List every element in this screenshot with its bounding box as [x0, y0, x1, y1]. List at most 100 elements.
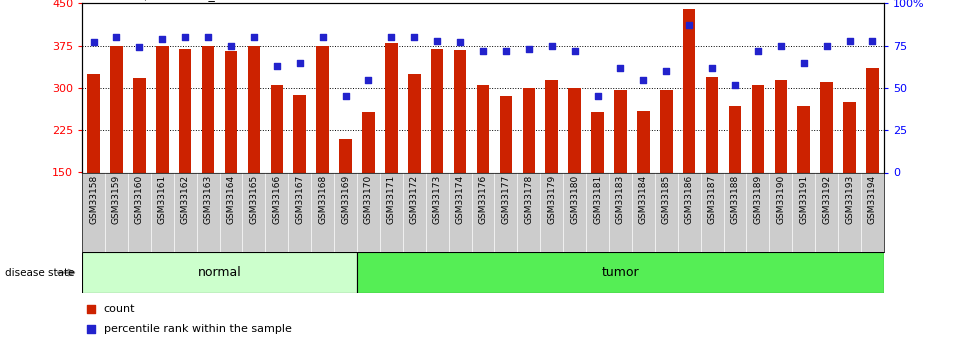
Bar [408, 74, 420, 172]
Text: count: count [104, 304, 135, 314]
Text: GSM33159: GSM33159 [112, 175, 121, 224]
Text: GSM33189: GSM33189 [753, 175, 762, 224]
Text: GSM33193: GSM33193 [845, 175, 854, 224]
Point [384, 34, 399, 40]
Point [751, 48, 766, 53]
Point [155, 36, 170, 42]
Bar [775, 79, 787, 172]
Text: GSM33162: GSM33162 [181, 175, 189, 224]
Point [865, 38, 880, 43]
Text: GSM33164: GSM33164 [226, 175, 236, 224]
Point [498, 48, 514, 53]
Text: GSM33168: GSM33168 [318, 175, 327, 224]
Bar [568, 88, 581, 172]
Point [200, 34, 215, 40]
Text: percentile rank within the sample: percentile rank within the sample [104, 324, 292, 334]
Text: GSM33172: GSM33172 [410, 175, 419, 224]
Bar [454, 50, 467, 172]
Point [841, 38, 857, 43]
Point [636, 77, 651, 82]
Bar [294, 95, 306, 172]
Text: GSM33166: GSM33166 [272, 175, 281, 224]
Point [270, 63, 285, 69]
Text: GSM33170: GSM33170 [364, 175, 373, 224]
Bar [133, 78, 146, 172]
Bar [797, 106, 810, 172]
Point [704, 65, 720, 70]
Text: GSM33184: GSM33184 [639, 175, 648, 224]
Text: GSM33160: GSM33160 [135, 175, 144, 224]
Text: GSM33165: GSM33165 [249, 175, 259, 224]
Bar [87, 74, 99, 172]
Point [178, 34, 193, 40]
Bar [431, 49, 443, 172]
Text: tumor: tumor [602, 266, 639, 279]
Text: GSM33158: GSM33158 [89, 175, 99, 224]
Text: GSM33174: GSM33174 [456, 175, 465, 224]
Text: GSM33161: GSM33161 [157, 175, 167, 224]
Bar [179, 49, 191, 172]
Text: GSM33167: GSM33167 [296, 175, 304, 224]
Bar [339, 139, 352, 172]
Bar [82, 252, 357, 293]
Text: GSM33177: GSM33177 [501, 175, 510, 224]
Text: GSM33187: GSM33187 [707, 175, 717, 224]
Point [430, 38, 445, 43]
Bar [270, 85, 283, 172]
Bar [476, 85, 490, 172]
Point [773, 43, 788, 48]
Bar [225, 51, 238, 172]
Point [567, 48, 582, 53]
Bar [316, 46, 329, 172]
Point [544, 43, 559, 48]
Text: disease state: disease state [5, 268, 74, 277]
Bar [637, 110, 650, 172]
Point [360, 77, 376, 82]
Text: GSM33188: GSM33188 [730, 175, 740, 224]
Text: GSM33173: GSM33173 [433, 175, 441, 224]
Point [819, 43, 835, 48]
Point [246, 34, 262, 40]
Text: GSM33190: GSM33190 [777, 175, 785, 224]
Text: GSM33185: GSM33185 [662, 175, 670, 224]
Point [292, 60, 307, 66]
Bar [247, 46, 260, 172]
Text: GSM33186: GSM33186 [685, 175, 694, 224]
Text: normal: normal [198, 266, 242, 279]
Point [796, 60, 811, 66]
Point [83, 306, 99, 312]
Bar [385, 43, 398, 172]
Bar [499, 96, 512, 172]
Bar [523, 88, 535, 172]
Point [659, 68, 674, 74]
Bar [683, 9, 696, 172]
Bar [706, 77, 719, 172]
Text: GDS1363 / 1399074_at: GDS1363 / 1399074_at [82, 0, 227, 1]
Point [681, 23, 696, 28]
Bar [660, 90, 672, 172]
Bar [156, 46, 169, 172]
Bar [357, 252, 884, 293]
Text: GSM33194: GSM33194 [867, 175, 877, 224]
Point [223, 43, 239, 48]
Bar [820, 82, 833, 172]
Point [727, 82, 743, 87]
Point [338, 93, 354, 99]
Bar [867, 68, 879, 172]
Text: GSM33192: GSM33192 [822, 175, 831, 224]
Point [83, 326, 99, 332]
Bar [546, 79, 558, 172]
Text: GSM33181: GSM33181 [593, 175, 602, 224]
Bar [110, 46, 123, 172]
Point [315, 34, 330, 40]
Bar [362, 112, 375, 172]
Bar [728, 106, 741, 172]
Point [521, 46, 536, 52]
Text: GSM33178: GSM33178 [525, 175, 533, 224]
Text: GSM33171: GSM33171 [386, 175, 396, 224]
Point [475, 48, 491, 53]
Point [109, 34, 125, 40]
Point [452, 40, 468, 45]
Bar [614, 90, 627, 172]
Text: GSM33176: GSM33176 [478, 175, 488, 224]
